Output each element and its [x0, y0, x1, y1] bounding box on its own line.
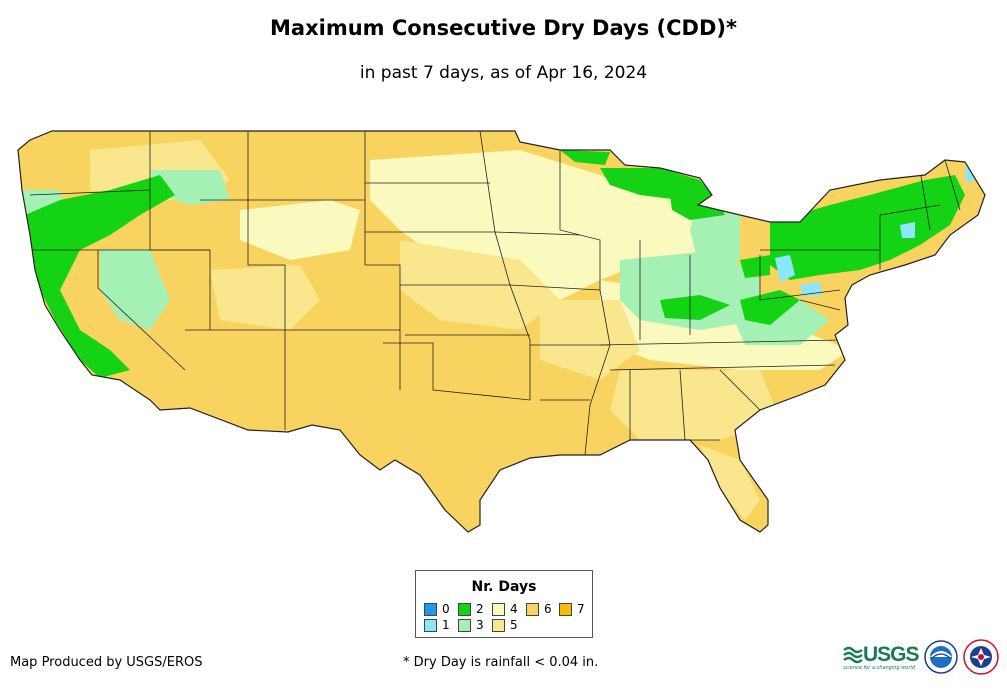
legend-label-7: 7 [577, 602, 585, 616]
legend-swatch-0 [424, 603, 437, 616]
map-title: Maximum Consecutive Dry Days (CDD)* [270, 16, 737, 40]
legend-swatch-3 [458, 619, 471, 632]
legend-item-0: 0 [424, 602, 450, 616]
legend-title: Nr. Days [471, 579, 537, 595]
legend-label-6: 6 [544, 602, 552, 616]
dry-day-footnote: * Dry Day is rainfall < 0.04 in. [403, 655, 599, 670]
legend-label-1: 1 [442, 618, 450, 632]
noaa-seal-icon [924, 640, 958, 674]
legend-item-5: 5 [492, 618, 518, 632]
usgs-wave-icon [843, 646, 863, 664]
map-credit: Map Produced by USGS/EROS [10, 655, 203, 670]
legend: Nr. Days 0 1 2 3 4 5 6 7 [415, 570, 593, 638]
legend-swatch-6 [526, 603, 539, 616]
legend-item-1: 1 [424, 618, 450, 632]
legend-swatch-7 [559, 603, 572, 616]
legend-swatch-2 [458, 603, 471, 616]
usgs-wordmark: USGS [863, 643, 920, 666]
legend-label-4: 4 [510, 602, 518, 616]
legend-label-0: 0 [442, 602, 450, 616]
legend-item-3: 3 [458, 618, 484, 632]
map-subtitle: in past 7 days, as of Apr 16, 2024 [359, 63, 648, 83]
legend-swatch-4 [492, 603, 505, 616]
legend-label-2: 2 [476, 602, 484, 616]
legend-label-5: 5 [510, 618, 518, 632]
legend-swatch-1 [424, 619, 437, 632]
legend-item-4: 4 [492, 602, 518, 616]
legend-swatch-5 [492, 619, 505, 632]
legend-item-2: 2 [458, 602, 484, 616]
legend-item-7: 7 [559, 602, 585, 616]
usgs-logo: USGS science for a changing world [843, 643, 920, 671]
usgs-tagline: science for a changing world [843, 665, 915, 671]
legend-label-3: 3 [476, 618, 484, 632]
nws-seal-icon [963, 639, 999, 675]
legend-item-6: 6 [526, 602, 552, 616]
state-boundaries [29, 131, 961, 456]
